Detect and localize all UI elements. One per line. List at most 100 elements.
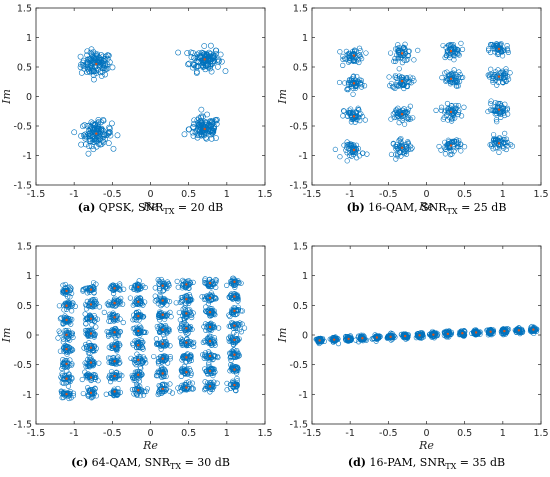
- sample-point: [415, 47, 421, 53]
- sample-point: [155, 277, 161, 283]
- sample-point: [363, 50, 369, 56]
- sample-point: [107, 375, 113, 382]
- sample-point: [394, 153, 401, 159]
- sample-point: [198, 106, 205, 113]
- x-tick-label: -1.5: [303, 189, 322, 200]
- cluster: [175, 42, 229, 76]
- sample-point: [182, 280, 188, 286]
- sample-point: [177, 335, 183, 341]
- sample-point: [158, 346, 164, 352]
- x-tick-label: -0.5: [103, 428, 122, 439]
- sample-point: [107, 379, 114, 385]
- sample-point: [487, 100, 494, 107]
- cluster: [173, 292, 195, 308]
- sample-point: [341, 108, 347, 114]
- sample-point: [109, 120, 115, 127]
- sample-point: [184, 50, 191, 56]
- sample-point: [429, 334, 435, 340]
- sample-point: [238, 280, 244, 286]
- cluster: [82, 311, 101, 328]
- sample-point: [179, 297, 185, 303]
- sample-point: [84, 302, 90, 309]
- sample-point: [199, 294, 205, 300]
- centroid-point: [65, 347, 68, 351]
- sample-point: [115, 286, 121, 292]
- centroid-point: [233, 368, 236, 371]
- cluster: [179, 351, 195, 365]
- sample-point: [359, 150, 366, 156]
- sample-point: [65, 330, 71, 337]
- cluster: [440, 40, 466, 63]
- sample-point: [92, 374, 98, 380]
- sample-point: [67, 374, 73, 380]
- sample-point: [226, 312, 232, 318]
- sample-point: [396, 47, 402, 53]
- cluster: [224, 275, 244, 290]
- sample-point: [86, 372, 93, 378]
- sample-point: [456, 69, 462, 75]
- sample-point: [104, 56, 111, 62]
- sample-point: [182, 340, 189, 346]
- sample-point: [401, 121, 408, 127]
- y-axis-label: Im: [0, 89, 13, 105]
- sample-point: [351, 47, 358, 53]
- cluster: [57, 342, 76, 357]
- sample-point: [227, 368, 233, 374]
- scatter-points: [313, 323, 540, 347]
- centroid-point: [185, 386, 188, 389]
- sample-point: [357, 118, 363, 124]
- sample-point: [181, 320, 188, 326]
- y-tick-label: 0: [26, 331, 32, 342]
- sample-point: [110, 145, 117, 152]
- sample-point: [83, 341, 89, 348]
- x-tick-label: -1: [345, 189, 354, 200]
- sample-point: [88, 315, 94, 321]
- sample-point: [509, 143, 516, 149]
- cluster: [174, 277, 196, 292]
- sample-point: [359, 113, 366, 120]
- sample-point: [157, 354, 163, 360]
- sample-point: [178, 294, 184, 301]
- centroid-point: [65, 289, 68, 293]
- sample-point: [396, 120, 402, 126]
- sample-point: [210, 127, 217, 134]
- sample-point: [461, 104, 467, 110]
- sample-point: [92, 331, 98, 337]
- sample-point: [161, 358, 167, 364]
- sample-point: [164, 312, 170, 318]
- cluster: [56, 299, 78, 314]
- sample-point: [386, 74, 392, 80]
- centroid-point: [161, 284, 164, 287]
- centroid-point: [233, 353, 236, 356]
- x-axis-label: Re: [418, 200, 434, 213]
- sample-point: [92, 376, 98, 382]
- sample-point: [234, 375, 240, 382]
- sample-point: [154, 341, 160, 347]
- sample-point: [90, 146, 97, 153]
- sample-point: [59, 376, 65, 382]
- sample-point: [395, 151, 401, 157]
- cluster: [82, 354, 102, 370]
- sample-point: [141, 329, 147, 335]
- sample-point: [210, 372, 216, 379]
- sample-point: [433, 107, 439, 113]
- centroid-point: [352, 54, 356, 57]
- sample-point: [393, 156, 399, 162]
- sample-point: [495, 51, 501, 58]
- centroid-point: [208, 354, 212, 358]
- sample-point: [208, 68, 215, 75]
- sample-point: [403, 57, 409, 63]
- sample-point: [500, 48, 506, 54]
- centroid-point: [400, 112, 404, 116]
- cluster: [332, 139, 370, 164]
- cluster: [177, 317, 195, 337]
- sample-point: [98, 73, 105, 79]
- cluster: [82, 296, 103, 312]
- sample-point: [377, 334, 383, 340]
- sample-point: [503, 66, 509, 72]
- sample-point: [182, 329, 189, 335]
- sample-point: [344, 158, 350, 164]
- cluster: [107, 281, 127, 296]
- y-tick-label: 1.5: [293, 242, 308, 253]
- sample-point: [70, 334, 76, 340]
